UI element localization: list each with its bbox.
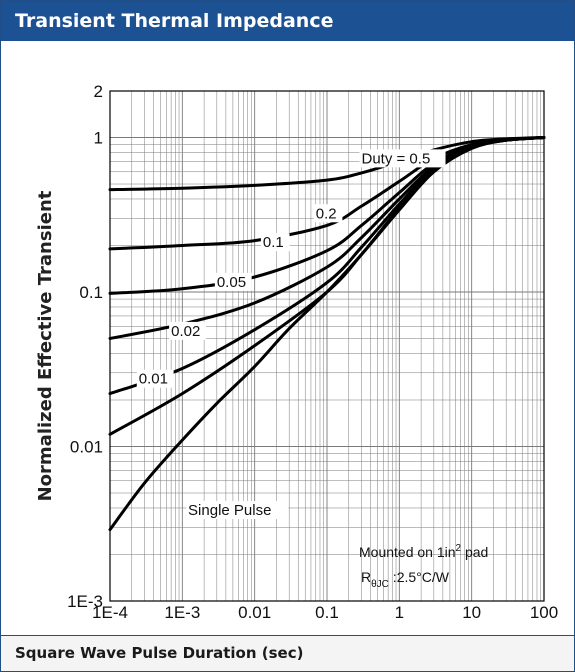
plot-frame bbox=[109, 90, 545, 602]
curves bbox=[108, 136, 546, 532]
curve-label-4: 0.02 bbox=[169, 321, 206, 340]
curve-label-bg bbox=[169, 321, 206, 340]
curve-label-bg bbox=[136, 369, 174, 388]
x-tick-label: 100 bbox=[530, 603, 558, 622]
y-axis-label: Normalized Effective Transient bbox=[35, 190, 56, 501]
y-tick-label: 2 bbox=[94, 82, 103, 101]
curve-series-6 bbox=[108, 136, 546, 532]
curve-label-2: 0.1 bbox=[260, 233, 290, 252]
curve-label-text: 0.2 bbox=[316, 205, 337, 222]
curve-label-bg bbox=[186, 501, 289, 520]
mounting-note-suffix: pad bbox=[461, 544, 488, 560]
curve-series-0 bbox=[108, 136, 546, 192]
footer-divider bbox=[1, 635, 574, 636]
curve-label-5: 0.01 bbox=[136, 369, 174, 388]
mounting-note-sup: 2 bbox=[456, 543, 462, 554]
curve-label-bg bbox=[260, 233, 290, 252]
curve-label-bg bbox=[214, 272, 252, 291]
thermal-resistance-note: RθJC :2.5°C/W bbox=[361, 569, 450, 590]
y-tick-label: 1 bbox=[94, 129, 103, 148]
y-tick-label: 1E-3 bbox=[67, 592, 103, 611]
mounting-note: Mounted on 1in2 pad bbox=[359, 543, 488, 560]
x-tick-label: 10 bbox=[462, 603, 481, 622]
thermal-resistance-main: R bbox=[361, 569, 371, 585]
curve-label-text: Single Pulse bbox=[188, 502, 271, 519]
thermal-resistance-sub: θJC bbox=[371, 579, 389, 590]
curve-label-0: Duty = 0.5 bbox=[359, 149, 446, 168]
curve-label-6: Single Pulse bbox=[186, 501, 289, 520]
y-tick-label: 0.1 bbox=[79, 283, 103, 302]
curve-label-text: 0.1 bbox=[263, 234, 284, 251]
x-tick-label: 1E-4 bbox=[92, 603, 128, 622]
mounting-note-prefix: Mounted on 1in bbox=[359, 544, 456, 560]
x-tick-label: 0.1 bbox=[315, 603, 339, 622]
thermal-resistance-suffix: :2.5°C/W bbox=[389, 569, 450, 585]
curve-label-1: 0.2 bbox=[313, 204, 343, 223]
curve-label-text: Duty = 0.5 bbox=[362, 150, 431, 167]
curve-label-text: 0.05 bbox=[217, 274, 246, 291]
x-tick-label: 0.01 bbox=[238, 603, 271, 622]
x-tick-label: 1E-3 bbox=[164, 603, 200, 622]
panel-title: Transient Thermal Impedance bbox=[1, 1, 574, 41]
y-tick-label: 0.01 bbox=[70, 438, 103, 457]
curve-labels: Duty = 0.5 0.2 0.1 0.05 0.02 0.01 Single Pulse bbox=[136, 149, 446, 520]
curve-label-bg bbox=[359, 149, 446, 168]
curve-label-bg bbox=[313, 204, 343, 223]
curve-label-text: 0.01 bbox=[139, 371, 168, 388]
x-tick-label: 1 bbox=[395, 603, 404, 622]
x-axis-caption: Square Wave Pulse Duration (sec) bbox=[1, 636, 574, 671]
curve-label-text: 0.02 bbox=[171, 323, 200, 340]
curve-label-3: 0.05 bbox=[214, 272, 252, 291]
grid bbox=[109, 90, 544, 602]
